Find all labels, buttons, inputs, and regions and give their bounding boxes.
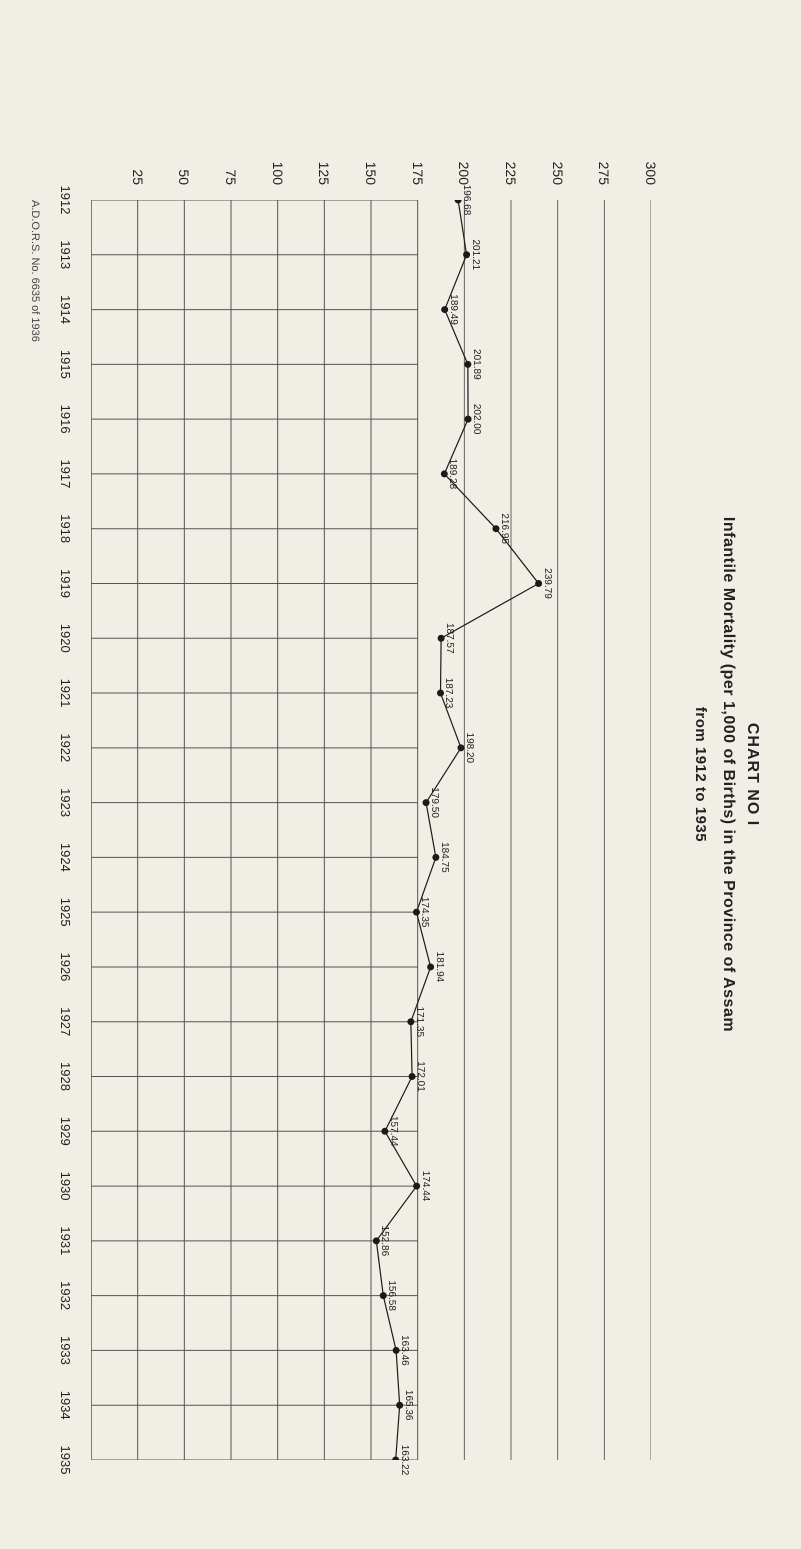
y-tick-label: 25 xyxy=(130,135,146,185)
x-tick-label: 1913 xyxy=(58,240,73,269)
x-tick-label: 1918 xyxy=(58,514,73,543)
y-tick-label: 225 xyxy=(503,135,519,185)
data-point-label: 165.36 xyxy=(403,1390,414,1421)
x-tick-label: 1917 xyxy=(58,459,73,488)
data-point-label: 157.44 xyxy=(388,1116,399,1147)
y-tick-label: 200 xyxy=(456,135,472,185)
x-tick-label: 1925 xyxy=(58,898,73,927)
x-tick-label: 1912 xyxy=(58,186,73,215)
x-tick-label: 1932 xyxy=(58,1281,73,1310)
x-tick-label: 1914 xyxy=(58,295,73,324)
y-tick-label: 150 xyxy=(363,135,379,185)
rotated-page-container: CHART NO I Infantile Mortality (per 1,00… xyxy=(0,0,801,1549)
x-tick-label: 1926 xyxy=(58,952,73,981)
chart-page: CHART NO I Infantile Mortality (per 1,00… xyxy=(0,0,801,1549)
x-tick-label: 1929 xyxy=(58,1117,73,1146)
data-point-label: 152.86 xyxy=(379,1226,390,1257)
x-tick-label: 1920 xyxy=(58,624,73,653)
x-tick-label: 1934 xyxy=(58,1391,73,1420)
x-tick-label: 1922 xyxy=(58,733,73,762)
y-tick-label: 175 xyxy=(410,135,426,185)
data-point-label: 174.44 xyxy=(420,1171,431,1202)
data-point-label: 216.95 xyxy=(499,513,510,544)
chart-title-block: CHART NO I Infantile Mortality (per 1,00… xyxy=(692,0,761,1549)
y-tick-label: 275 xyxy=(596,135,612,185)
data-point-label: 239.79 xyxy=(542,568,553,599)
x-tick-label: 1930 xyxy=(58,1172,73,1201)
y-tick-label: 300 xyxy=(643,135,659,185)
data-point-label: 189.49 xyxy=(448,294,459,325)
data-point-label: 174.35 xyxy=(419,897,430,928)
x-tick-label: 1927 xyxy=(58,1007,73,1036)
y-tick-label: 75 xyxy=(223,135,239,185)
chart-title: Infantile Mortality (per 1,000 of Births… xyxy=(719,0,737,1549)
data-point-label: 196.68 xyxy=(461,185,472,216)
data-point-label: 184.75 xyxy=(439,842,450,873)
x-tick-label: 1928 xyxy=(58,1062,73,1091)
x-tick-label: 1924 xyxy=(58,843,73,872)
data-point-label: 189.28 xyxy=(447,459,458,490)
data-point-label: 163.46 xyxy=(399,1335,410,1366)
chart-number: CHART NO I xyxy=(743,0,761,1549)
x-tick-label: 1921 xyxy=(58,679,73,708)
y-tick-label: 125 xyxy=(316,135,332,185)
x-tick-label: 1931 xyxy=(58,1226,73,1255)
data-point-label: 198.20 xyxy=(464,733,475,764)
data-point-label: 163.22 xyxy=(399,1445,410,1476)
x-tick-label: 1916 xyxy=(58,405,73,434)
data-point-label: 156.58 xyxy=(386,1280,397,1311)
x-tick-label: 1919 xyxy=(58,569,73,598)
data-point-label: 201.21 xyxy=(470,239,481,270)
chart-plot-area: 2550751001251501752002252502753001912191… xyxy=(91,200,651,1460)
data-point-label: 201.89 xyxy=(471,349,482,380)
chart-subtitle: from 1912 to 1935 xyxy=(692,0,709,1549)
x-tick-label: 1923 xyxy=(58,788,73,817)
data-point-label: 172.01 xyxy=(415,1061,426,1092)
y-tick-label: 50 xyxy=(176,135,192,185)
data-point-label: 202.00 xyxy=(471,404,482,435)
data-point-label: 181.94 xyxy=(434,952,445,983)
y-tick-label: 100 xyxy=(270,135,286,185)
x-tick-label: 1935 xyxy=(58,1446,73,1475)
chart-footnote: A.D.O.R.S. No. 6635 of 1936 xyxy=(29,200,41,342)
data-point-label: 171.35 xyxy=(414,1006,425,1037)
data-point-label: 179.50 xyxy=(429,787,440,818)
data-point-label: 187.23 xyxy=(444,678,455,709)
data-point-label: 187.57 xyxy=(444,623,455,654)
chart-svg xyxy=(91,200,651,1460)
y-tick-label: 250 xyxy=(550,135,566,185)
x-tick-label: 1933 xyxy=(58,1336,73,1365)
x-tick-label: 1915 xyxy=(58,350,73,379)
